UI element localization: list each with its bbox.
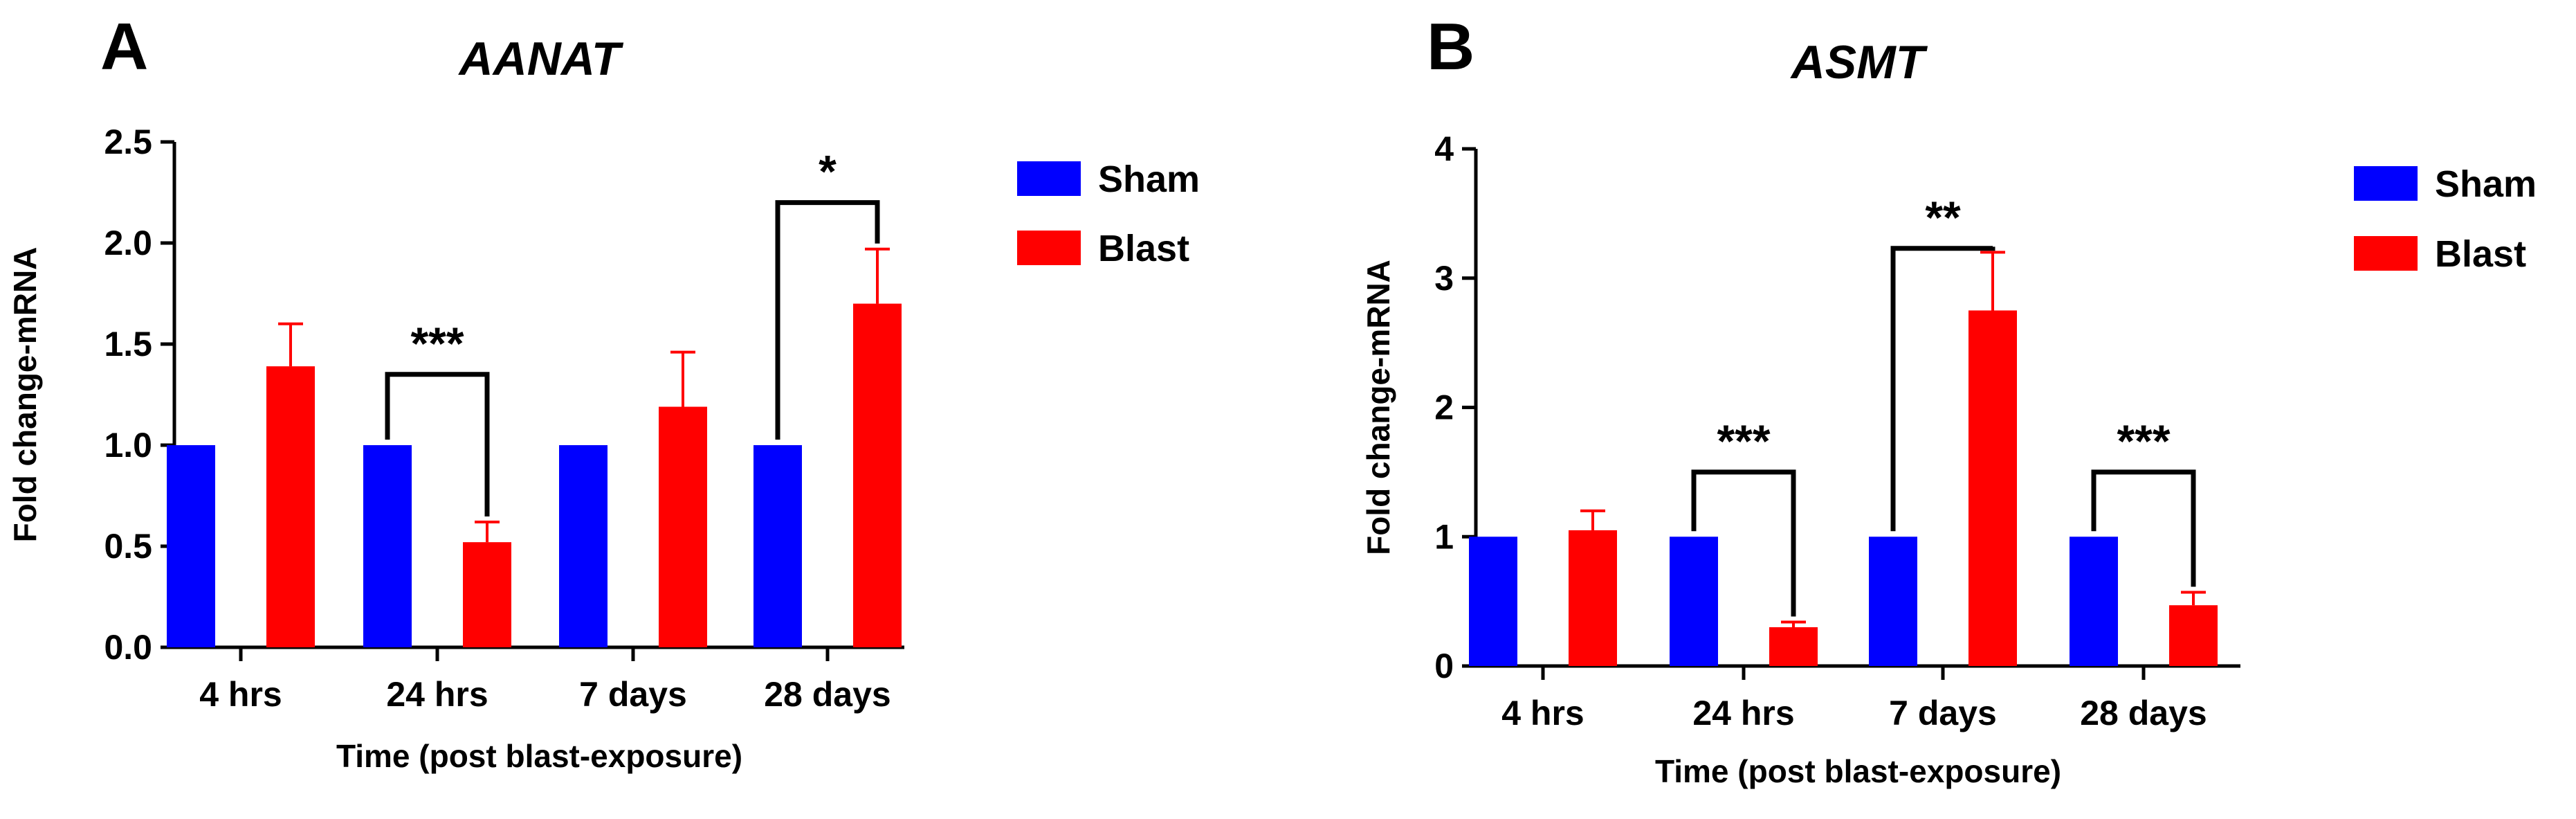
panel-label: B bbox=[1427, 10, 1474, 84]
bar-blast-28-days bbox=[853, 303, 902, 647]
bar-blast-4-hrs bbox=[1569, 530, 1617, 666]
significance-bracket bbox=[1691, 469, 1796, 617]
bar-blast-4-hrs bbox=[266, 366, 315, 647]
legend-label-blast: Blast bbox=[2435, 233, 2526, 275]
significance-label: *** bbox=[2117, 415, 2170, 467]
bar-blast-24-hrs bbox=[463, 542, 511, 647]
x-tick-label: 24 hrs bbox=[386, 675, 488, 714]
legend-swatch-blast bbox=[1017, 231, 1081, 265]
x-tick-label: 28 days bbox=[2080, 694, 2207, 732]
bar-sham-24-hrs bbox=[363, 445, 412, 647]
x-tick-label: 7 days bbox=[579, 675, 687, 714]
y-tick-label: 2 bbox=[1434, 388, 1454, 427]
y-tick-label: 2.5 bbox=[104, 123, 152, 161]
bar-sham-7-days bbox=[1869, 537, 1917, 666]
y-tick-label: 3 bbox=[1434, 259, 1454, 298]
significance-label: * bbox=[819, 146, 837, 197]
significance-label: *** bbox=[1717, 415, 1770, 467]
y-tick-label: 0 bbox=[1434, 647, 1454, 685]
bar-blast-28-days bbox=[2169, 605, 2218, 666]
legend-swatch-blast bbox=[2354, 236, 2418, 271]
bar-sham-24-hrs bbox=[1670, 537, 1718, 666]
y-tick-label: 1.5 bbox=[104, 325, 152, 363]
legend-label-sham: Sham bbox=[2435, 163, 2537, 205]
significance-bracket bbox=[1890, 246, 1995, 532]
x-tick-label: 4 hrs bbox=[199, 675, 282, 714]
bar-sham-28-days bbox=[2070, 537, 2118, 666]
x-tick-label: 4 hrs bbox=[1501, 694, 1584, 732]
bar-blast-24-hrs bbox=[1769, 627, 1818, 666]
bar-blast-7-days bbox=[1968, 310, 2017, 666]
significance-label: *** bbox=[410, 318, 464, 369]
x-tick-label: 7 days bbox=[1889, 694, 1997, 732]
significance-bracket bbox=[775, 200, 880, 440]
x-tick-label: 24 hrs bbox=[1692, 694, 1794, 732]
bar-blast-7-days bbox=[659, 406, 707, 647]
y-axis-title: Fold change-mRNA bbox=[1360, 260, 1396, 555]
y-tick-label: 0.5 bbox=[104, 527, 152, 566]
panel-label: A bbox=[100, 10, 148, 84]
y-tick-label: 0.0 bbox=[104, 628, 152, 667]
bar-sham-4-hrs bbox=[1469, 537, 1517, 666]
chart-title: ASMT bbox=[1790, 36, 1928, 89]
legend-label-sham: Sham bbox=[1098, 159, 1200, 200]
x-axis-title: Time (post blast-exposure) bbox=[336, 738, 742, 774]
legend-label-blast: Blast bbox=[1098, 228, 1189, 269]
x-axis-title: Time (post blast-exposure) bbox=[1655, 753, 2061, 789]
legend-swatch-sham bbox=[1017, 161, 1081, 196]
y-tick-label: 2.0 bbox=[104, 224, 152, 262]
panel-b: B ASMT 0 1 2 3 4 Fold change-mRNA Time (post bla… bbox=[1360, 10, 2537, 789]
significance-bracket bbox=[2091, 469, 2196, 587]
bar-sham-4-hrs bbox=[167, 445, 215, 647]
x-tick-label: 28 days bbox=[764, 675, 890, 714]
y-tick-label: 1 bbox=[1434, 517, 1454, 556]
bar-sham-28-days bbox=[753, 445, 802, 647]
y-axis-title: Fold change-mRNA bbox=[7, 247, 43, 543]
chart-title: AANAT bbox=[458, 33, 624, 85]
y-tick-label: 4 bbox=[1434, 129, 1454, 168]
bar-sham-7-days bbox=[559, 445, 608, 647]
y-tick-label: 1.0 bbox=[104, 426, 152, 465]
panel-a: A AANAT 0.0 0.5 1.0 1.5 2.0 2.5 Fold change-mRNA… bbox=[7, 10, 1200, 774]
significance-label: ** bbox=[1925, 192, 1961, 243]
legend-swatch-sham bbox=[2354, 166, 2418, 201]
significance-bracket bbox=[385, 372, 490, 516]
